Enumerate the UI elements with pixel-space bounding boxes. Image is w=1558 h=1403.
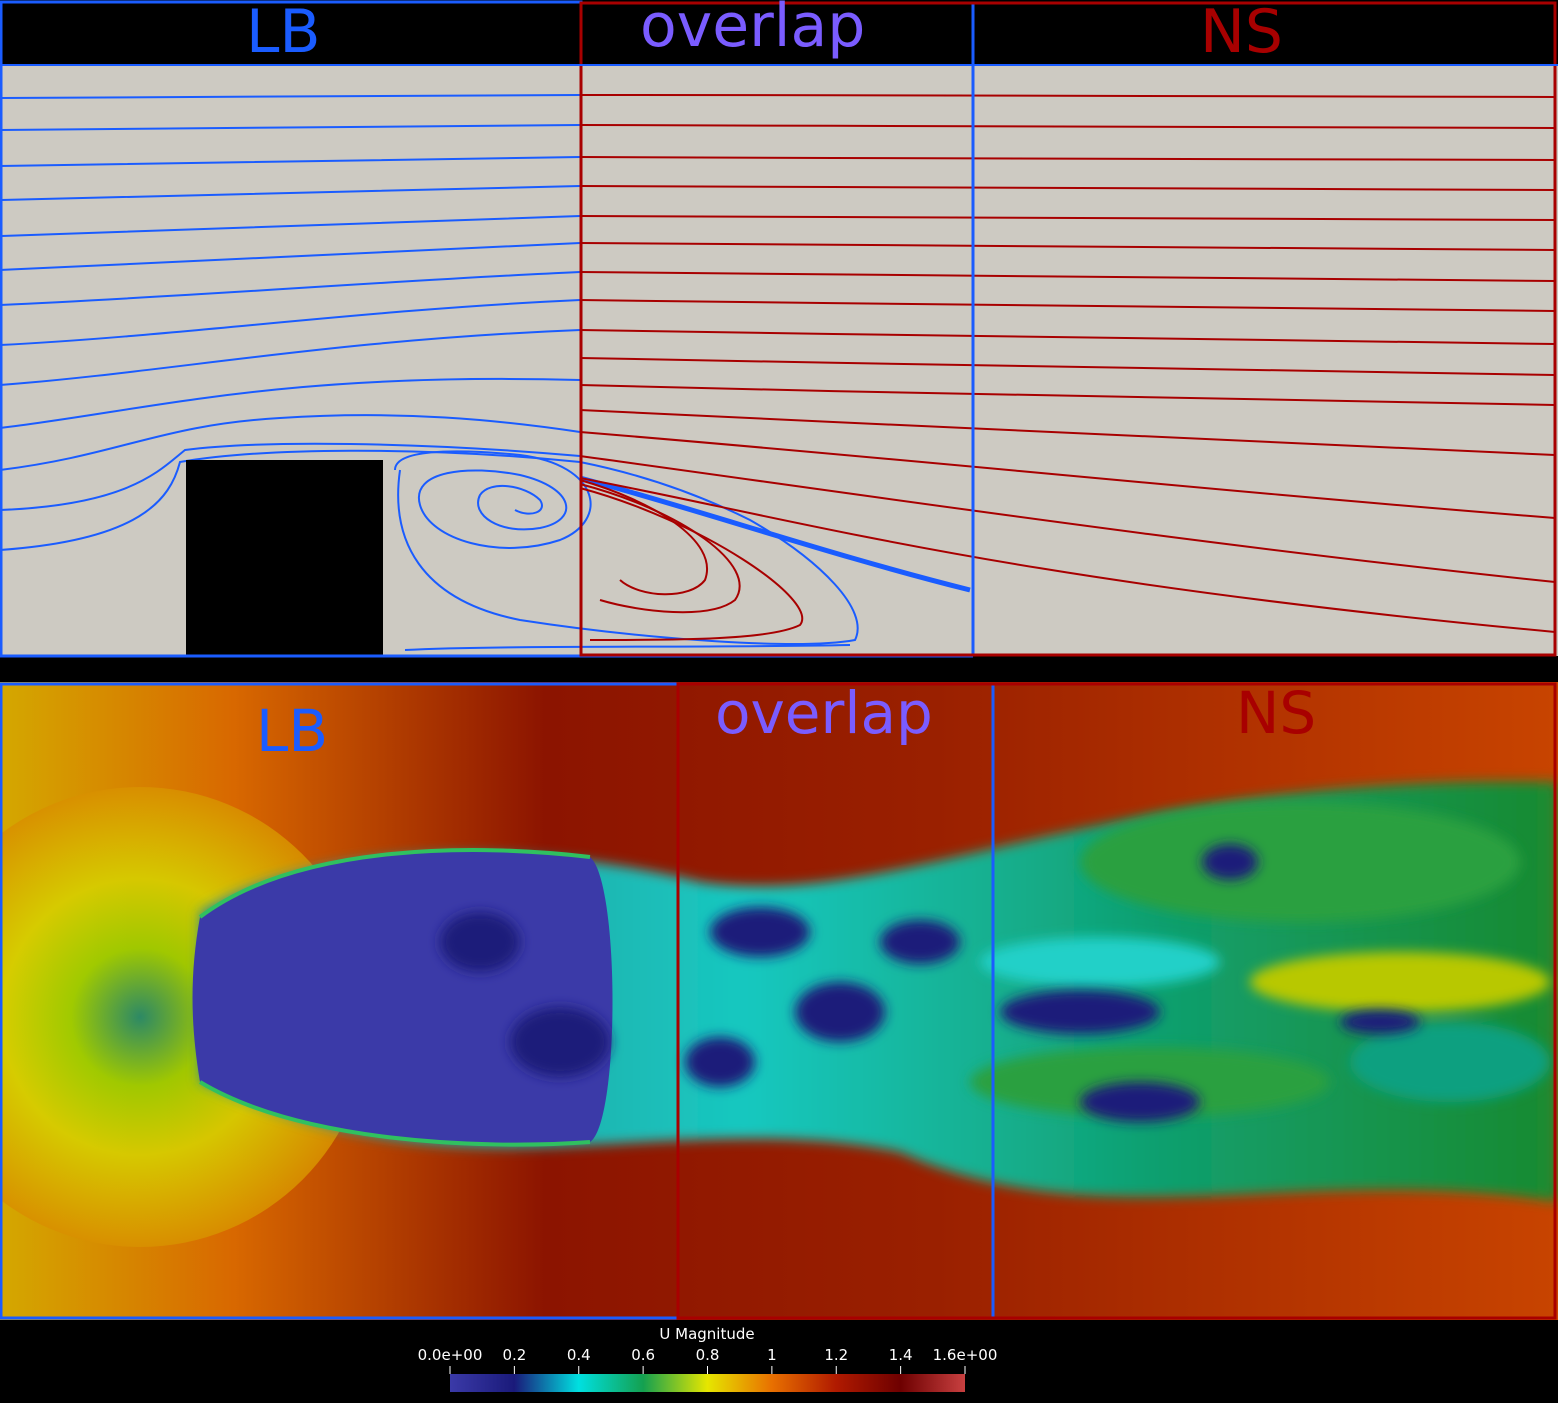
lb-streamline-wake — [579, 475, 971, 593]
vortex-core — [1000, 990, 1160, 1034]
vortex-core — [1340, 1010, 1420, 1034]
vortex-core — [440, 912, 520, 972]
ns-streamline — [579, 299, 1556, 312]
ns-streamline — [579, 455, 1556, 583]
ns-subdomain-outline — [676, 682, 1557, 1320]
lb-streamline — [0, 124, 581, 131]
lb-streamlines — [0, 94, 971, 651]
lb-streamline — [404, 644, 851, 651]
velocity-field-plot — [0, 682, 1558, 1320]
vortex-core — [710, 907, 810, 957]
lb-streamline — [0, 242, 581, 271]
shear-layer-bottom — [198, 1080, 591, 1147]
wake-patch — [1080, 802, 1520, 922]
ns-streamline — [579, 357, 1556, 376]
wake-patch — [1350, 1022, 1550, 1102]
colorbar-gradient-strip — [450, 1374, 965, 1392]
ns-streamline — [579, 431, 1556, 519]
lb-streamline — [397, 461, 859, 645]
ns-streamline — [579, 384, 1556, 406]
shear-layer-top — [198, 848, 591, 919]
top-overlap-label: overlap — [640, 0, 866, 61]
lb-streamline — [0, 414, 581, 471]
ns-streamline — [579, 215, 1556, 221]
colorbar-tick-label: 0.2 — [502, 1346, 526, 1364]
streamline-panel: LB overlap NS — [0, 0, 1558, 660]
obstacle-block — [186, 460, 383, 656]
ns-streamline — [579, 271, 1556, 282]
lb-streamline — [0, 185, 581, 201]
vortex-core — [510, 1007, 610, 1077]
bottom-ns-label: NS — [1236, 679, 1317, 747]
colorbar-tick-label: 1.2 — [824, 1346, 848, 1364]
ns-vortex — [579, 483, 741, 614]
colorbar-tick-label: 1 — [767, 1346, 777, 1364]
ns-vortex — [579, 479, 708, 596]
vortex-core — [685, 1037, 755, 1087]
velocity-field-panel: LB overlap NS — [0, 682, 1558, 1320]
vortex-cores — [440, 844, 1420, 1122]
lb-vortex — [394, 450, 592, 549]
lb-streamline — [0, 329, 581, 386]
colorbar-svg: U Magnitude 0.0e+00 0.2 0.4 0.6 0.8 1 1.2 1.4 1.… — [418, 1325, 998, 1392]
vortex-core — [795, 982, 885, 1042]
top-lb-label: LB — [246, 0, 321, 67]
vortex-core — [1080, 1082, 1200, 1122]
lb-streamline — [0, 377, 581, 429]
ns-streamlines — [579, 94, 1556, 641]
vortex-core — [880, 920, 960, 964]
lb-streamline — [0, 449, 581, 551]
colorbar-tick-label: 1.6e+00 — [933, 1346, 998, 1364]
ns-vortex — [579, 487, 804, 641]
lb-streamline — [0, 94, 581, 99]
lb-streamline — [0, 442, 581, 511]
colorbar-legend: U Magnitude 0.0e+00 0.2 0.4 0.6 0.8 1 1.2 1.4 1.… — [0, 1320, 1558, 1399]
ns-streamline — [579, 477, 1556, 633]
colorbar-tick-label: 0.6 — [631, 1346, 655, 1364]
ns-streamline — [579, 329, 1556, 345]
ns-streamline — [579, 409, 1556, 456]
vortex-core — [1202, 844, 1258, 880]
streamline-plot — [0, 0, 1558, 658]
lb-streamline — [0, 215, 581, 237]
lb-streamline — [0, 271, 581, 306]
ns-streamline — [579, 124, 1556, 129]
ns-streamline — [579, 242, 1556, 251]
colorbar-tick-label: 0.4 — [567, 1346, 591, 1364]
ns-streamline — [579, 94, 1556, 98]
bottom-overlap-label: overlap — [715, 679, 933, 747]
colorbar-tick-labels: 0.0e+00 0.2 0.4 0.6 0.8 1 1.2 1.4 1.6e+00 — [418, 1346, 998, 1364]
ns-subdomain-outline — [579, 1, 1557, 657]
streamline-header-bar — [0, 0, 1558, 66]
bottom-lb-label: LB — [256, 697, 329, 765]
colorbar-title: U Magnitude — [659, 1325, 754, 1343]
wake-patches — [970, 802, 1550, 1117]
ns-streamline — [579, 185, 1556, 191]
colorbar-tick-marks — [449, 1366, 966, 1374]
top-ns-label: NS — [1200, 0, 1283, 67]
wake-patch — [1250, 952, 1550, 1012]
colorbar-tick-label: 1.4 — [889, 1346, 913, 1364]
wake-patch — [970, 1047, 1330, 1117]
lb-streamline — [0, 156, 581, 167]
lb-streamline — [0, 299, 581, 346]
colorbar-tick-label: 0.8 — [696, 1346, 720, 1364]
wake-patch — [980, 937, 1220, 987]
colorbar-tick-label: 0.0e+00 — [418, 1346, 483, 1364]
ns-streamline — [579, 156, 1556, 161]
recirculation-bubble — [192, 850, 613, 1146]
